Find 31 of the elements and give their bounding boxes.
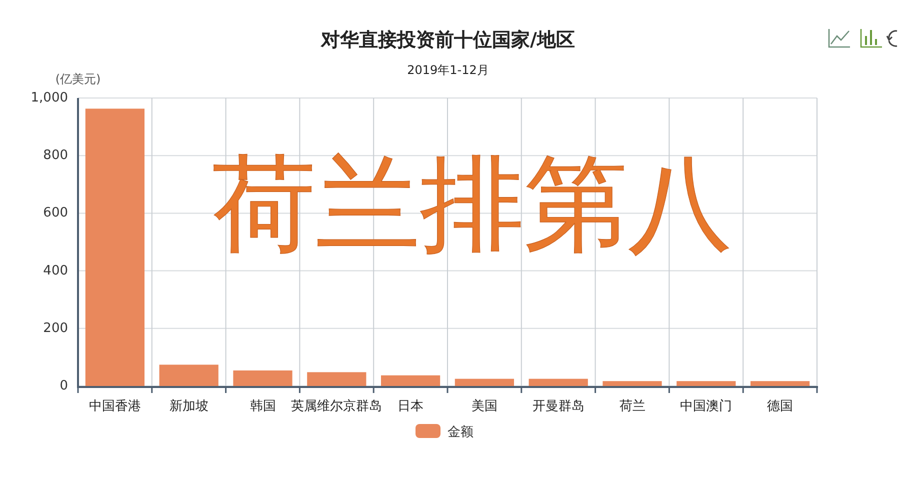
bar (454, 378, 514, 386)
chart-subtitle: 2019年1-12月 (407, 63, 489, 77)
y-tick-label: 200 (43, 320, 68, 336)
bar (85, 108, 145, 386)
x-tick-label: 新加坡 (169, 399, 208, 414)
bar (233, 370, 292, 386)
x-tick-label: 德国 (767, 399, 794, 414)
annotation: 荷兰排第八 (212, 143, 732, 265)
y-tick-label: 400 (43, 263, 68, 278)
bar (602, 381, 662, 386)
x-tick-label: 开曼群岛 (532, 399, 584, 414)
x-tick-label: 韩国 (250, 399, 276, 414)
bar (750, 381, 810, 386)
y-tick-label: 800 (43, 148, 68, 164)
bar (159, 364, 218, 386)
y-tick-label: 600 (43, 206, 68, 221)
bar (676, 381, 736, 386)
x-tick-label: 美国 (471, 398, 498, 414)
x-tick-label: 日本 (398, 399, 424, 414)
x-tick-label: 中国香港 (88, 399, 141, 414)
y-tick-label: 1,000 (30, 90, 68, 106)
y-tick-label: 0 (60, 378, 68, 394)
y-axis-title: (亿美元) (55, 72, 101, 86)
chart-title: 对华直接投资前十位国家/地区 (320, 29, 575, 51)
legend-label: 金额 (448, 425, 474, 440)
x-tick-label: 英属维尔京群岛 (291, 399, 382, 414)
bar (528, 378, 588, 386)
x-tick-label: 荷兰 (619, 399, 646, 414)
x-tick-label: 中国澳门 (680, 398, 732, 414)
bar (307, 372, 366, 386)
bar (380, 375, 440, 386)
